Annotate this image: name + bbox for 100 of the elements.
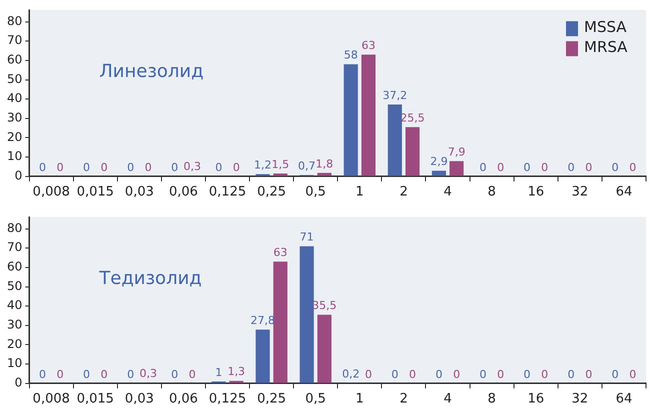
- x-tick-label: 0,125: [208, 184, 246, 200]
- data-label: 0: [144, 160, 152, 174]
- data-label: 0: [629, 368, 636, 381]
- x-tick-label: 1: [356, 184, 364, 200]
- data-label: 71: [300, 230, 314, 244]
- bar: [300, 246, 314, 383]
- y-tick-label: 30: [6, 110, 22, 125]
- x-tick-label: 1: [356, 392, 364, 407]
- bar: [361, 54, 376, 176]
- data-label: 63: [361, 39, 376, 52]
- data-label: 1,3: [228, 365, 246, 378]
- bar: [256, 330, 270, 383]
- data-label: 0: [56, 368, 64, 381]
- x-tick-label: 0,5: [305, 392, 326, 407]
- data-label: 0,2: [342, 367, 360, 380]
- bar: [432, 170, 446, 176]
- data-label: 1,5: [272, 158, 290, 171]
- y-tick-label: 70: [6, 240, 22, 254]
- y-tick-label: 10: [6, 149, 22, 164]
- x-tick-label: 0,06: [168, 184, 198, 200]
- x-tick-label: 16: [528, 184, 544, 200]
- data-label: 0: [629, 160, 636, 174]
- data-label: 0: [497, 160, 504, 174]
- data-label: 37,2: [382, 88, 408, 102]
- x-tick-label: 0,015: [76, 184, 114, 200]
- data-label: 0,3: [184, 160, 202, 174]
- data-label: 0: [612, 368, 619, 381]
- x-tick-label: 0,03: [124, 184, 154, 200]
- x-tick-label: 64: [616, 184, 632, 200]
- data-label: 0,3: [139, 367, 157, 380]
- data-label: 0: [409, 368, 416, 381]
- data-label: 0: [38, 368, 46, 381]
- data-label: 0: [364, 368, 372, 381]
- x-tick-label: 0,25: [257, 184, 286, 200]
- data-label: 2,9: [430, 155, 448, 168]
- x-tick-label: 0,06: [168, 392, 198, 407]
- text: Линезолид: [99, 60, 204, 82]
- data-label: 7,9: [448, 145, 466, 158]
- y-tick-label: 50: [6, 278, 22, 293]
- data-label: 0: [524, 368, 531, 381]
- x-tick-label: 0,008: [32, 392, 70, 407]
- data-label: 0: [127, 368, 134, 381]
- data-label: 0: [56, 160, 64, 174]
- x-tick-label: 0,008: [32, 184, 70, 200]
- x-tick-label: 32: [572, 184, 588, 200]
- y-tick-label: 60: [6, 52, 22, 67]
- data-label: 0: [391, 368, 398, 381]
- data-label: 0: [83, 368, 90, 381]
- data-label: 0: [453, 368, 460, 381]
- y-tick-label: 0: [14, 168, 22, 183]
- y-tick-label: 80: [6, 14, 22, 28]
- data-label: 0: [480, 368, 487, 381]
- bar: [317, 172, 332, 176]
- data-label: 58: [344, 48, 358, 62]
- y-tick-label: 20: [6, 336, 22, 351]
- y-tick-label: 10: [6, 356, 22, 370]
- data-label: 0: [585, 368, 592, 381]
- data-label: 0: [541, 160, 548, 174]
- data-label: 0: [585, 160, 592, 174]
- data-label: 0: [83, 160, 90, 174]
- data-label: 0: [568, 160, 575, 174]
- bar: [450, 161, 464, 176]
- x-tick-label: 4: [444, 184, 452, 200]
- x-tick-label: 0,03: [124, 392, 154, 407]
- data-label: 1,2: [254, 158, 272, 172]
- bar: [388, 104, 402, 176]
- x-tick-label: 32: [572, 392, 588, 407]
- y-tick-label: 0: [14, 376, 22, 390]
- data-label: 0: [215, 160, 222, 174]
- bar: [344, 64, 358, 176]
- bar: [317, 314, 332, 383]
- data-label: 0: [100, 368, 108, 381]
- x-tick-label: 8: [488, 392, 496, 407]
- data-label: 0: [435, 368, 442, 381]
- x-tick-label: 16: [528, 392, 544, 407]
- x-tick-label: 0,25: [257, 392, 286, 407]
- data-label: 1: [215, 366, 222, 379]
- legend-label: MSSA: [584, 18, 628, 36]
- data-label: 0,7: [298, 159, 316, 172]
- x-tick-label: 64: [616, 392, 632, 407]
- y-tick-label: 70: [6, 33, 22, 48]
- x-tick-label: 2: [400, 184, 408, 200]
- x-tick-label: 0,125: [208, 392, 246, 407]
- data-label: 0: [568, 368, 575, 381]
- text: Тедизолид: [98, 268, 202, 289]
- x-tick-label: 4: [444, 392, 452, 407]
- data-label: 0: [541, 368, 548, 381]
- data-label: 0: [497, 368, 504, 381]
- data-label: 0: [127, 160, 134, 174]
- y-tick-label: 20: [6, 130, 22, 144]
- y-tick-label: 40: [6, 91, 22, 106]
- legend-label: MRSA: [584, 38, 628, 56]
- y-tick-label: 50: [6, 72, 22, 86]
- data-label: 0: [612, 160, 619, 174]
- data-label: 0: [100, 160, 108, 174]
- x-tick-label: 0,015: [76, 392, 114, 407]
- data-label: 0: [38, 160, 46, 174]
- data-label: 63: [273, 246, 288, 260]
- x-tick-label: 8: [488, 184, 496, 200]
- y-tick-label: 80: [6, 220, 22, 235]
